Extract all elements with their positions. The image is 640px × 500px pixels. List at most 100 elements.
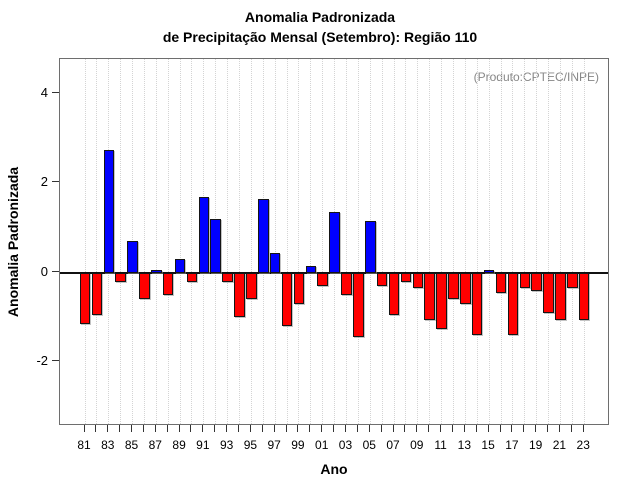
bar-83 — [103, 149, 115, 273]
x-tick-89 — [178, 425, 180, 432]
bar-18 — [519, 272, 531, 289]
bar-21 — [555, 272, 566, 320]
bar-23 — [578, 272, 590, 320]
bar-12 — [448, 272, 459, 300]
bar-03 — [341, 272, 352, 296]
x-tick-17 — [511, 425, 513, 432]
gridline-82 — [96, 59, 98, 424]
chart-title: Anomalia Padronizada de Precipitação Men… — [0, 7, 640, 47]
x-tick-03 — [344, 425, 346, 432]
x-tick-99 — [297, 425, 299, 432]
gridline-14 — [476, 59, 478, 424]
gridline-89 — [179, 59, 181, 424]
x-tick-00 — [309, 425, 311, 432]
bar-85 — [127, 241, 138, 273]
bar-17 — [507, 272, 519, 336]
x-tick-label-91: 91 — [196, 438, 210, 452]
bar-88 — [162, 272, 174, 296]
x-tick-label-21: 21 — [552, 438, 567, 452]
x-tick-label-17: 17 — [505, 438, 519, 452]
gridline-97 — [274, 59, 276, 424]
gridline-99 — [298, 59, 300, 424]
gridline-20 — [548, 59, 550, 424]
x-tick-82 — [95, 425, 97, 432]
y-tick-label-0: 0 — [40, 263, 48, 279]
x-tick-94 — [238, 425, 240, 432]
x-tick-06 — [380, 425, 382, 432]
bar-81 — [79, 272, 91, 325]
bar-91 — [198, 196, 210, 273]
gridline-00 — [310, 59, 312, 424]
x-tick-14 — [475, 425, 477, 432]
bar-13 — [460, 272, 471, 304]
gridline-18 — [524, 59, 526, 424]
x-tick-label-23: 23 — [576, 438, 590, 452]
x-tick-23 — [582, 425, 584, 432]
x-tick-83 — [107, 425, 109, 432]
bar-11 — [436, 272, 447, 329]
y-tick-label-2: 2 — [40, 174, 48, 190]
bar-08 — [400, 272, 412, 282]
x-tick-label-03: 03 — [338, 438, 353, 452]
x-tick-label-87: 87 — [148, 438, 162, 452]
y-tick-label-4: 4 — [40, 84, 48, 100]
bar-02 — [329, 212, 340, 273]
bar-15 — [483, 269, 495, 273]
x-tick-label-95: 95 — [243, 438, 258, 452]
chart-title-line1: Anomalia Padronizada — [244, 9, 396, 25]
gridline-04 — [357, 59, 359, 424]
x-tick-02 — [333, 425, 335, 432]
chart-title-line2: de Precipitação Mensal (Setembro): Regiã… — [162, 29, 478, 45]
x-tick-95 — [249, 425, 251, 432]
x-tick-08 — [404, 425, 406, 432]
bar-09 — [412, 272, 424, 289]
x-tick-84 — [119, 425, 121, 432]
gridline-88 — [167, 59, 169, 424]
x-tick-87 — [154, 425, 156, 432]
x-tick-93 — [226, 425, 228, 432]
x-tick-01 — [321, 425, 323, 432]
gridline-16 — [500, 59, 502, 424]
gridline-94 — [239, 59, 241, 424]
bar-87 — [151, 270, 162, 273]
y-tick-2 — [52, 181, 59, 183]
x-tick-label-11: 11 — [434, 438, 447, 452]
y-axis-title: Anomalia Padronizada — [5, 166, 21, 318]
gridline-87 — [155, 59, 157, 424]
x-tick-label-19: 19 — [528, 438, 543, 452]
x-tick-81 — [83, 425, 85, 432]
bar-86 — [139, 272, 150, 300]
x-tick-98 — [285, 425, 287, 432]
bar-89 — [174, 259, 186, 273]
y-tick-0 — [52, 270, 59, 272]
x-tick-11 — [440, 425, 442, 432]
x-tick-97 — [273, 425, 275, 432]
bar-82 — [91, 272, 103, 316]
x-tick-91 — [202, 425, 204, 432]
x-tick-label-83: 83 — [101, 438, 115, 452]
gridline-07 — [393, 59, 395, 424]
x-tick-10 — [428, 425, 430, 432]
gridline-86 — [143, 59, 145, 424]
bar-99 — [293, 272, 305, 304]
bar-94 — [234, 272, 245, 318]
gridline-98 — [286, 59, 288, 424]
y-tick--2 — [52, 360, 59, 362]
gridline-95 — [250, 59, 252, 424]
gridline-22 — [571, 59, 573, 424]
bar-01 — [317, 272, 328, 287]
x-tick-85 — [131, 425, 133, 432]
bar-93 — [222, 272, 233, 282]
bar-20 — [543, 272, 554, 313]
gridline-84 — [120, 59, 122, 424]
x-tick-label-81: 81 — [77, 438, 91, 452]
gridline-93 — [227, 59, 229, 424]
gridline-90 — [191, 59, 193, 424]
x-tick-04 — [356, 425, 358, 432]
bar-92 — [210, 219, 221, 273]
x-tick-label-15: 15 — [481, 438, 495, 452]
x-tick-20 — [547, 425, 549, 432]
bar-04 — [353, 272, 364, 338]
bar-90 — [186, 272, 198, 282]
